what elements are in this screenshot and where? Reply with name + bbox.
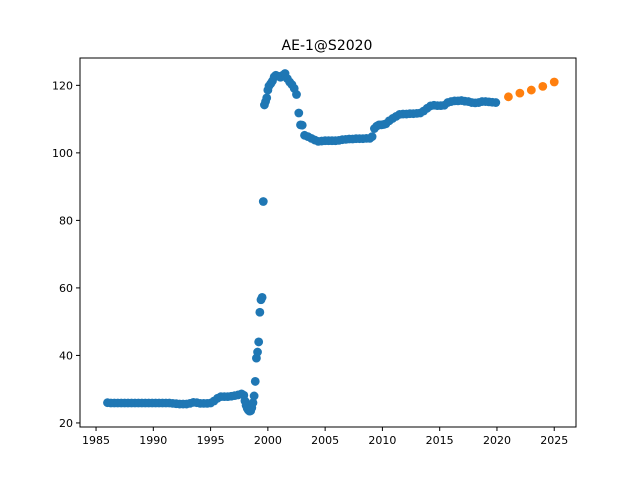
data-point-s0-99 (367, 132, 377, 142)
data-point-s1-1 (515, 88, 525, 98)
data-point-s1-4 (549, 77, 559, 87)
data-point-s0-54 (255, 307, 265, 317)
x-tick-label: 2000 (254, 434, 282, 447)
data-point-s0-76 (294, 108, 304, 118)
data-point-s1-2 (526, 85, 536, 95)
data-point-s0-53 (254, 337, 264, 347)
data-point-s0-60 (262, 93, 272, 103)
y-tick-label: 120 (52, 79, 73, 92)
x-tick-label: 2005 (311, 434, 339, 447)
x-tick-label: 1990 (139, 434, 167, 447)
data-point-s0-57 (258, 197, 268, 206)
data-point-s0-50 (250, 377, 260, 386)
plot-points (103, 69, 559, 416)
data-point-s0-49 (249, 391, 259, 401)
plot-frame (79, 57, 577, 428)
data-point-s0-52 (253, 347, 262, 357)
data-point-s0-56 (257, 292, 267, 302)
y-tick-label: 20 (59, 417, 73, 430)
x-tick-label: 2025 (540, 434, 568, 447)
x-axis: 1985 1990 1995 2000 2005 2010 2015 2020 2025 (82, 427, 568, 447)
x-tick-label: 2020 (483, 434, 511, 447)
data-point-s1-0 (504, 92, 513, 102)
x-tick-label: 1995 (197, 434, 225, 447)
data-point-s1-3 (538, 81, 548, 91)
data-point-s0-75 (292, 90, 301, 99)
y-tick-label: 80 (59, 214, 73, 227)
y-tick-label: 40 (59, 349, 73, 362)
data-point-s0-137 (491, 98, 501, 107)
y-tick-label: 60 (59, 282, 73, 295)
y-axis: 20 40 60 80 100 120 (52, 79, 80, 430)
y-tick-label: 100 (52, 147, 73, 160)
x-tick-label: 2015 (426, 434, 454, 447)
chart-title: AE-1@S2020 (282, 38, 373, 54)
x-tick-label: 2010 (368, 434, 396, 447)
data-point-s0-78 (297, 120, 307, 130)
x-tick-label: 1985 (82, 434, 110, 447)
data-point-s0-48 (248, 398, 258, 408)
